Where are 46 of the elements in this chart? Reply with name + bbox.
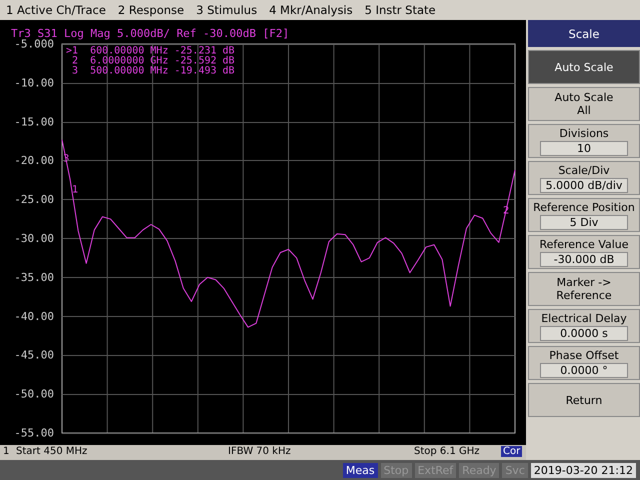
text: 5.0000 dB/div [540, 178, 628, 192]
text: 0.0000 s [540, 326, 628, 340]
text: 5 Div [540, 214, 628, 230]
y-tick-label: -50.00 [14, 388, 54, 401]
text: Scale [528, 20, 640, 47]
annotation: >1 600.00000 MHz -25.231 dB [66, 46, 235, 56]
annotation: 2 6.0000000 GHz -25.592 dB [66, 56, 235, 66]
text: Stop 6.1 GHz [414, 446, 480, 457]
y-tick-label: -20.00 [14, 154, 54, 168]
text: Cor [501, 446, 522, 457]
annotation: 3 500.00000 MHz -19.493 dB [66, 66, 235, 76]
text: Scale/Div [558, 164, 610, 176]
y-tick-label: -25.00 [14, 193, 54, 206]
text: Marker -> Reference [555, 276, 613, 302]
text: 1 [3, 446, 10, 457]
text: Electrical Delay [541, 312, 627, 324]
text: Return [566, 394, 602, 406]
y-tick-label: -30.00 [14, 232, 54, 245]
text: Reference Value [539, 238, 629, 250]
text: IFBW 70 kHz [228, 446, 291, 457]
y-tick-label: -55.00 [14, 426, 54, 440]
chart-title: Tr3 S31 Log Mag 5.000dB/ Ref -30.00dB [F2] [11, 27, 290, 40]
y-tick-label: -5.000 [14, 38, 54, 50]
y-tick-label: -45.00 [14, 348, 54, 362]
text: Phase Offset [549, 348, 619, 362]
y-tick-label: -35.00 [14, 270, 54, 284]
text: 3 Stimulus [196, 2, 258, 16]
text: Start 450 MHz [16, 446, 88, 457]
annotation: 1 [72, 184, 78, 196]
text: -30.000 dB [540, 252, 628, 266]
text: 4 Mkr/Analysis [269, 2, 353, 16]
text: Divisions [559, 126, 609, 140]
text: 1 Active Ch/Trace [6, 2, 106, 16]
text: Meas [342, 462, 378, 478]
text: Auto Scale [554, 60, 614, 74]
y-tick-label: -10.00 [14, 76, 54, 90]
text: 10 [540, 140, 628, 156]
text: 2 Response [118, 2, 184, 16]
text: Reference Position [533, 200, 635, 214]
line-series [62, 139, 516, 328]
text: 0.0000 ° [540, 362, 628, 378]
text: Auto Scale All [554, 91, 614, 117]
y-tick-label: -40.00 [14, 310, 54, 323]
text: 2019-03-20 21:12 [530, 462, 636, 478]
text: 5 Instr State [364, 2, 436, 16]
y-tick-label: -15.00 [14, 115, 54, 128]
